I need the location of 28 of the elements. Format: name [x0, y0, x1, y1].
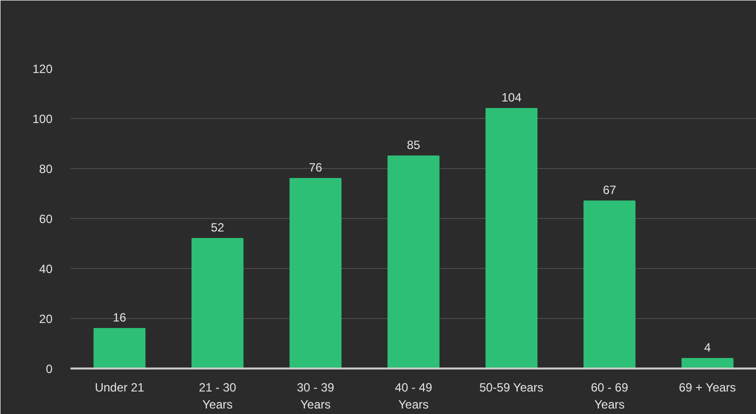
data-label: 104: [501, 90, 522, 104]
bar: [94, 328, 146, 368]
y-tick-label: 20: [39, 312, 53, 326]
data-label: 67: [602, 183, 616, 197]
data-label: 52: [210, 220, 224, 234]
x-tick-label: 60 - 69 Years: [590, 380, 629, 412]
data-label: 76: [308, 160, 322, 174]
bar: [192, 238, 244, 368]
bar: [584, 200, 636, 368]
y-tick-label: 60: [39, 212, 53, 226]
x-tick-label: 50-59 Years: [479, 380, 544, 394]
x-tick-label: 21 - 30 Years: [198, 380, 237, 412]
x-tick-label: 30 - 39 Years: [296, 380, 335, 412]
bar: [290, 178, 342, 368]
x-tick-label: Under 21: [94, 380, 145, 394]
y-tick-label: 100: [32, 112, 53, 126]
y-tick-label: 120: [32, 62, 53, 76]
x-tick-label: 69 + Years: [678, 380, 736, 394]
data-label: 4: [704, 340, 712, 354]
y-tick-label: 0: [46, 362, 53, 376]
data-label: 16: [112, 310, 126, 324]
y-tick-label: 40: [39, 262, 53, 276]
bar: [682, 358, 734, 368]
x-tick-label: 40 - 49 Years: [394, 380, 433, 412]
bar: [486, 108, 538, 368]
data-label: 85: [406, 138, 420, 152]
bar: [388, 156, 440, 368]
y-tick-label: 80: [39, 162, 53, 176]
